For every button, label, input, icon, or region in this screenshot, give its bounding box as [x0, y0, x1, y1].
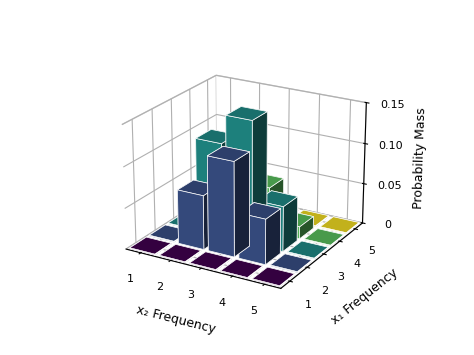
X-axis label: x₂ Frequency: x₂ Frequency	[135, 303, 217, 335]
Y-axis label: x₁ Frequency: x₁ Frequency	[329, 266, 401, 327]
